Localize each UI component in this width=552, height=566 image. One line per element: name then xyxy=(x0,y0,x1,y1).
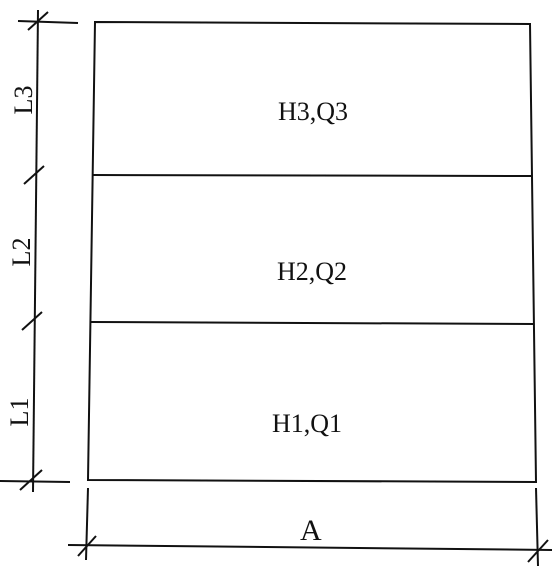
divider-2-1 xyxy=(90,321,535,325)
tick-left xyxy=(77,535,97,557)
dim-label-l3: L3 xyxy=(9,86,38,115)
dim-label-l2: L2 xyxy=(7,238,36,267)
region-label-1: H1,Q1 xyxy=(272,409,342,438)
tick-l3-l2 xyxy=(23,165,45,185)
tick-right xyxy=(527,539,549,563)
horizontal-dimension-line xyxy=(67,544,552,551)
extension-top xyxy=(17,20,79,24)
extension-bottom xyxy=(0,480,71,483)
extension-left xyxy=(85,487,89,561)
tick-bottom xyxy=(19,469,43,491)
dim-label-l1: L1 xyxy=(5,398,34,427)
region-label-3: H3,Q3 xyxy=(278,97,348,126)
dim-label-a: A xyxy=(300,514,322,547)
divider-3-2 xyxy=(92,174,533,177)
region-label-2: H2,Q2 xyxy=(277,257,347,286)
outer-rectangle xyxy=(86,20,538,484)
tick-top xyxy=(27,11,49,31)
extension-right xyxy=(535,487,539,566)
tick-l2-l1 xyxy=(21,311,43,331)
vertical-dimension-line xyxy=(32,9,39,493)
